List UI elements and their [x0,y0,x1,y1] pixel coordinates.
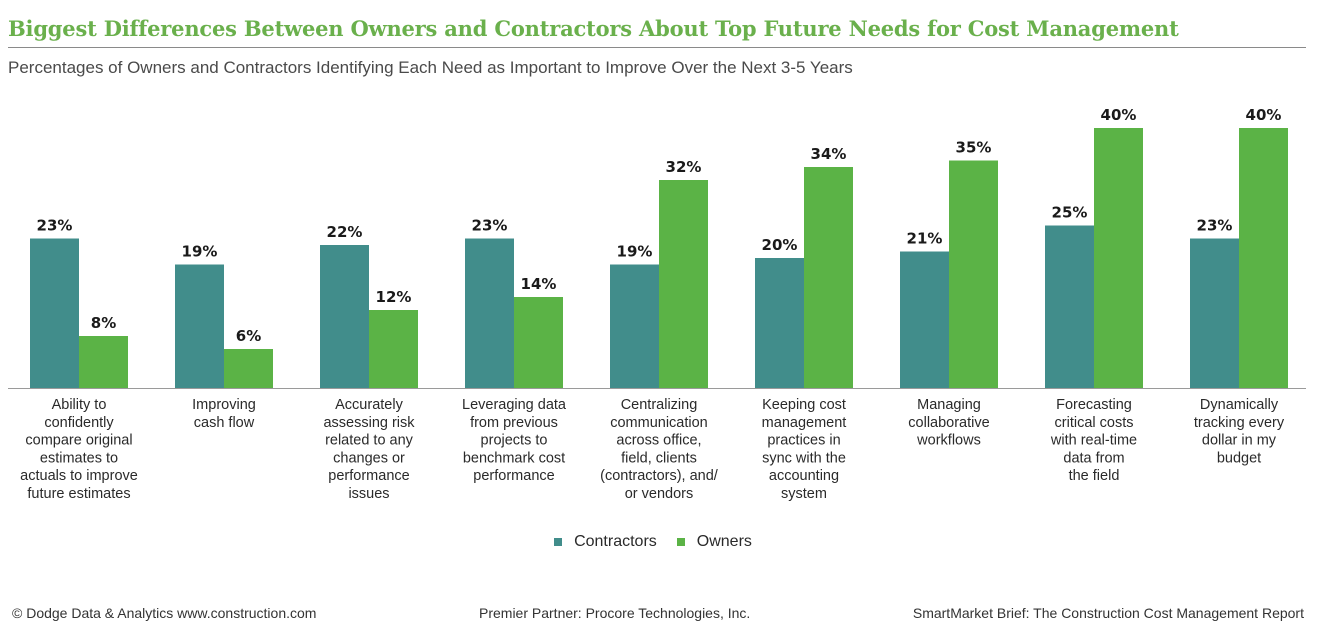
bar-owners-1 [224,349,273,388]
value-label-contractors-8: 23% [1197,217,1233,235]
value-label-contractors-1: 19% [182,243,218,261]
bar-chart: 23% 8% Ability to confidently compare origin… [8,106,1306,502]
category-label-2: Accurately assessing risk related to any ch… [323,397,415,502]
bar-contractors-5 [755,258,804,388]
footer-report-title: SmartMarket Brief: The Construction Cost… [912,605,1304,621]
chart-title: Biggest Differences Between Owners and C… [8,16,1179,41]
page-footer: © Dodge Data & Analytics www.constructio… [12,605,1304,621]
chart-subtitle: Percentages of Owners and Contractors Id… [8,58,853,77]
legend-item-contractors: Contractors [554,533,657,551]
legend-label-contractors: Contractors [574,533,657,550]
value-label-owners-7: 40% [1101,106,1137,124]
category-label-5: Keeping cost management practices in sync w… [762,397,847,502]
bar-contractors-7 [1045,225,1094,388]
value-label-owners-5: 34% [811,145,847,163]
value-label-contractors-5: 20% [762,236,798,254]
bar-owners-2 [369,310,418,388]
value-label-owners-8: 40% [1246,106,1282,124]
bar-owners-6 [949,160,998,388]
bar-owners-7 [1094,128,1143,388]
bar-contractors-4 [610,264,659,388]
category-label-4: Centralizing communication across office, f… [600,397,719,502]
legend-label-owners: Owners [696,533,752,550]
bar-contractors-2 [320,245,369,388]
value-label-owners-4: 32% [666,158,702,176]
chart-legend: Contractors Owners [0,533,1306,551]
bar-contractors-8 [1190,238,1239,388]
bar-contractors-1 [175,264,224,388]
value-label-contractors-6: 21% [907,230,943,248]
title-divider [8,47,1306,48]
category-label-7: Forecasting critical costs with real-time d… [1050,397,1137,484]
value-label-contractors-0: 23% [37,217,73,235]
bar-owners-8 [1239,128,1288,388]
category-label-8: Dynamically tracking every dollar in my bud… [1194,397,1285,466]
bar-contractors-0 [30,238,79,388]
value-label-owners-2: 12% [376,288,412,306]
legend-item-owners: Owners [676,533,752,551]
value-label-owners-6: 35% [956,139,992,157]
category-label-6: Managing collaborative workflows [908,397,989,449]
legend-swatch-owners [676,538,685,546]
footer-copyright: © Dodge Data & Analytics www.constructio… [12,605,317,621]
bar-owners-0 [79,336,128,388]
value-label-owners-0: 8% [91,314,116,332]
bar-contractors-3 [465,238,514,388]
value-label-owners-1: 6% [236,327,261,345]
category-label-3: Leveraging data from previous projects to b… [462,397,567,484]
bar-contractors-6 [900,251,949,388]
value-label-contractors-2: 22% [327,223,363,241]
value-label-contractors-4: 19% [617,243,653,261]
footer-partner: Premier Partner: Procore Technologies, I… [479,605,751,621]
value-label-contractors-7: 25% [1052,204,1088,222]
legend-swatch-contractors [554,538,563,546]
category-label-1: Improving cash flow [192,397,256,431]
category-label-0: Ability to confidently compare original est… [20,397,138,502]
bar-owners-5 [804,167,853,388]
bar-owners-4 [659,180,708,388]
bar-owners-3 [514,297,563,388]
value-label-owners-3: 14% [521,275,557,293]
value-label-contractors-3: 23% [472,217,508,235]
